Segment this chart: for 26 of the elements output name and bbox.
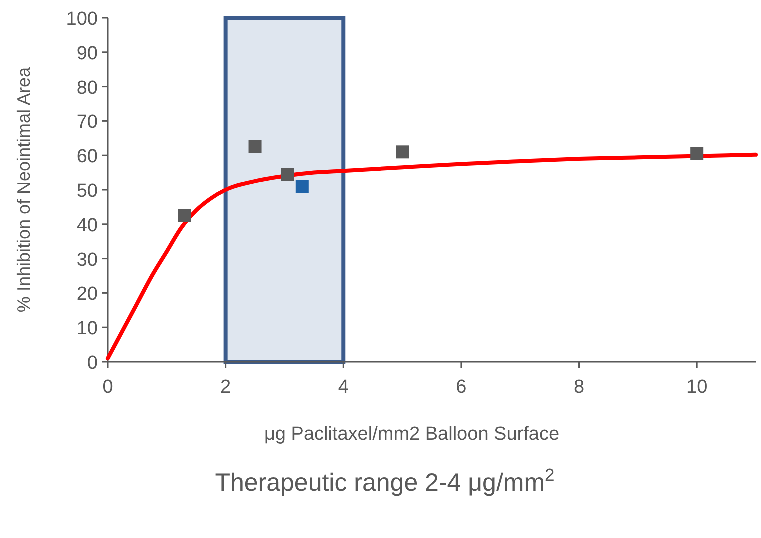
point bbox=[690, 147, 704, 160]
y-tick-label: 0 bbox=[87, 353, 98, 374]
x-tick-label: 2 bbox=[220, 377, 232, 398]
y-tick-label: 90 bbox=[76, 43, 98, 64]
point bbox=[281, 168, 294, 182]
y-tick-label: 50 bbox=[76, 181, 98, 202]
point bbox=[296, 180, 309, 194]
y-tick-label: 100 bbox=[66, 9, 98, 30]
y-tick-label: 20 bbox=[76, 284, 98, 306]
y-tick-label: 40 bbox=[76, 215, 98, 236]
x-tick-label: 8 bbox=[574, 377, 585, 398]
point bbox=[248, 140, 262, 154]
y-tick-label: 70 bbox=[76, 112, 98, 134]
point bbox=[396, 146, 410, 159]
x-axis-title: μg Paclitaxel/mm2 Balloon Surface bbox=[264, 424, 560, 445]
y-tick-label: 60 bbox=[76, 146, 98, 168]
point bbox=[178, 209, 192, 222]
y-tick-label: 10 bbox=[76, 318, 98, 340]
y-tick-label: 80 bbox=[76, 78, 98, 99]
y-tick-label: 30 bbox=[76, 250, 98, 271]
x-tick-label: 0 bbox=[102, 377, 114, 398]
text: Therapeutic range 2-4 μg/mm$^{2}$ bbox=[215, 465, 555, 497]
x-tick-label: 6 bbox=[456, 377, 467, 398]
x-tick-label: 4 bbox=[338, 377, 350, 398]
y-axis-title: % Inhibition of Neointimal Area bbox=[14, 66, 34, 313]
x-tick-label: 10 bbox=[686, 377, 708, 398]
